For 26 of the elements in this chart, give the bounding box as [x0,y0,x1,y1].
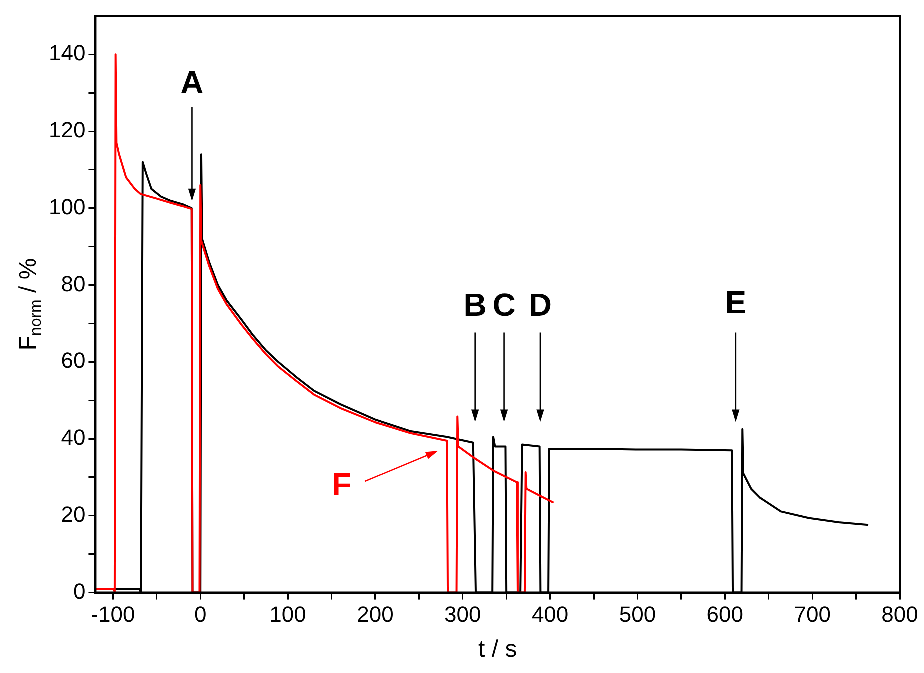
annotation: C [492,287,516,324]
annotation: E [725,284,747,320]
annotation: B [464,287,487,324]
y-tick-label: 0 [73,578,86,604]
x-axis-title: t / s [478,636,518,664]
x-tick-label: 100 [270,602,306,628]
annotation: F [332,466,352,503]
annotation: D [528,287,552,324]
x-tick-label: 200 [357,602,394,628]
y-tick-label: 140 [48,40,86,66]
x-tick-label: 600 [706,602,744,628]
y-tick-label: 100 [48,194,86,220]
x-tick-label: 800 [882,602,918,628]
y-tick-label: 60 [61,348,86,374]
y-tick-label: 40 [61,425,86,450]
x-tick-label: 0 [194,602,207,628]
x-tick-label: 400 [532,602,569,628]
y-tick-label: 120 [48,118,86,143]
y-axis-title: Fnorm / % [15,258,45,351]
x-tick-label: -100 [91,602,136,628]
y-tick-label: 20 [61,502,86,527]
annotation: A [180,64,204,101]
x-tick-label: 700 [794,602,831,628]
x-tick-label: 500 [619,602,656,628]
x-tick-label: 300 [444,602,482,628]
y-tick-label: 80 [61,271,86,296]
